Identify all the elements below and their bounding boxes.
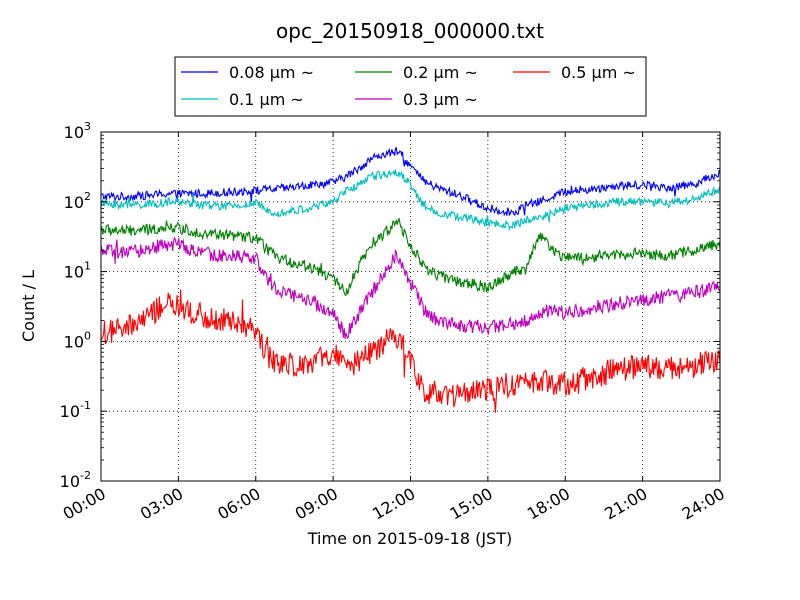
series-line bbox=[100, 289, 721, 413]
series-line bbox=[100, 169, 721, 232]
legend-label: 0.5 μm ~ bbox=[561, 63, 636, 82]
series-line bbox=[100, 218, 721, 296]
y-tick-label: 100 bbox=[64, 329, 91, 351]
legend-box bbox=[174, 56, 647, 117]
y-tick-label: 101 bbox=[64, 260, 91, 282]
series-line bbox=[100, 147, 721, 217]
legend-label: 0.08 μm ~ bbox=[229, 63, 314, 82]
x-axis-label: Time on 2015-09-18 (JST) bbox=[307, 529, 512, 548]
chart-title: opc_20150918_000000.txt bbox=[276, 19, 544, 43]
y-tick-label: 103 bbox=[64, 120, 91, 142]
legend-label: 0.3 μm ~ bbox=[403, 90, 478, 109]
y-tick-label: 102 bbox=[64, 190, 91, 212]
legend-label: 0.2 μm ~ bbox=[403, 63, 478, 82]
series-layer bbox=[100, 147, 721, 413]
legend: 0.08 μm ~ 0.1 μm ~ 0.2 μm ~ 0.3 μm ~ 0.5 μm … bbox=[174, 56, 647, 117]
series-line bbox=[100, 236, 721, 340]
y-axis-label: Count / L bbox=[19, 270, 38, 342]
y-tick-label: 10-2 bbox=[60, 469, 91, 491]
legend-label: 0.1 μm ~ bbox=[229, 90, 304, 109]
y-tick-label: 10-1 bbox=[60, 399, 91, 421]
